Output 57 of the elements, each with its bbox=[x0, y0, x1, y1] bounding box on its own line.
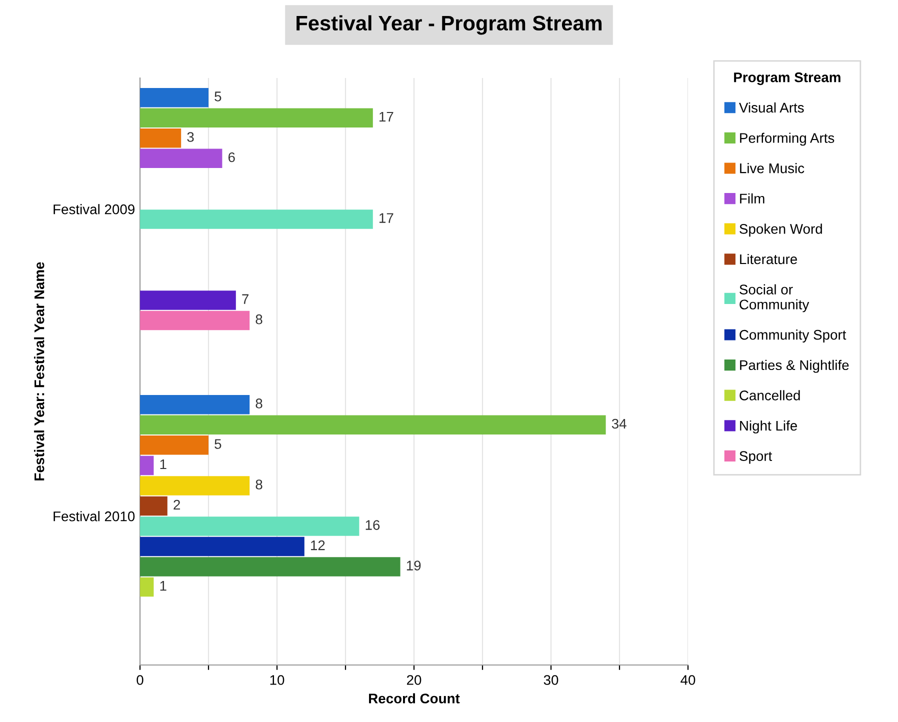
x-tick-label: 40 bbox=[680, 675, 696, 685]
y-tick-label: Festival 2009 bbox=[54, 204, 134, 214]
y-tick-label: Festival 2010 bbox=[54, 511, 135, 522]
data-label: 7 bbox=[242, 294, 248, 304]
bar bbox=[140, 415, 606, 435]
bar bbox=[140, 436, 208, 455]
bar bbox=[140, 88, 208, 108]
data-label: 17 bbox=[380, 213, 394, 223]
data-label: 6 bbox=[228, 152, 235, 162]
x-axis-title: Record Count bbox=[369, 693, 460, 704]
data-label: 19 bbox=[406, 560, 421, 570]
legend-label: Literature bbox=[740, 254, 797, 264]
bar bbox=[140, 456, 154, 476]
bar bbox=[140, 310, 250, 330]
data-label: 1 bbox=[160, 581, 166, 591]
data-label: 8 bbox=[256, 314, 262, 324]
legend-label: Parties & Nightlife bbox=[740, 360, 849, 373]
data-label: 8 bbox=[256, 398, 262, 408]
data-label: 34 bbox=[612, 418, 626, 429]
bar bbox=[140, 210, 373, 229]
bar bbox=[140, 128, 182, 148]
x-tick-label: 10 bbox=[270, 675, 284, 685]
legend-label: Community Sport bbox=[740, 330, 846, 342]
bar bbox=[140, 496, 168, 516]
legend-title: Program Stream bbox=[734, 72, 840, 86]
bar bbox=[140, 108, 373, 128]
bar bbox=[140, 536, 304, 556]
data-label: 8 bbox=[256, 480, 262, 490]
legend-label: Visual Arts bbox=[739, 102, 804, 113]
legend-label: Spoken Word bbox=[740, 224, 822, 237]
bar bbox=[140, 290, 236, 310]
legend-label: Sport bbox=[740, 451, 772, 464]
x-tick-label: 20 bbox=[406, 675, 422, 685]
legend-label: Performing Arts bbox=[740, 132, 834, 146]
legend-label: Social or Community bbox=[740, 284, 810, 312]
data-label: 16 bbox=[366, 520, 380, 530]
data-label: 5 bbox=[214, 92, 222, 102]
bar bbox=[140, 148, 222, 168]
data-label: 17 bbox=[380, 112, 394, 122]
x-tick-label: 0 bbox=[136, 675, 144, 685]
y-axis-title: Festival Year: Festival Year Name bbox=[34, 262, 44, 480]
data-label: 5 bbox=[214, 439, 222, 449]
bar bbox=[140, 577, 154, 597]
data-label: 1 bbox=[160, 459, 166, 470]
bar bbox=[140, 557, 400, 576]
chart-title: Festival Year - Program Stream bbox=[296, 15, 602, 35]
legend-label: Cancelled bbox=[740, 390, 800, 400]
legend-label: Night Life bbox=[740, 420, 797, 434]
legend-label: Live Music bbox=[740, 163, 804, 174]
legend-label: Film bbox=[740, 193, 764, 204]
data-label: 3 bbox=[187, 132, 194, 142]
bar bbox=[140, 395, 250, 414]
data-label: 12 bbox=[311, 540, 325, 550]
bar bbox=[140, 476, 250, 496]
data-label: 2 bbox=[174, 500, 180, 510]
x-tick-label: 30 bbox=[544, 675, 558, 685]
bar bbox=[140, 516, 360, 536]
